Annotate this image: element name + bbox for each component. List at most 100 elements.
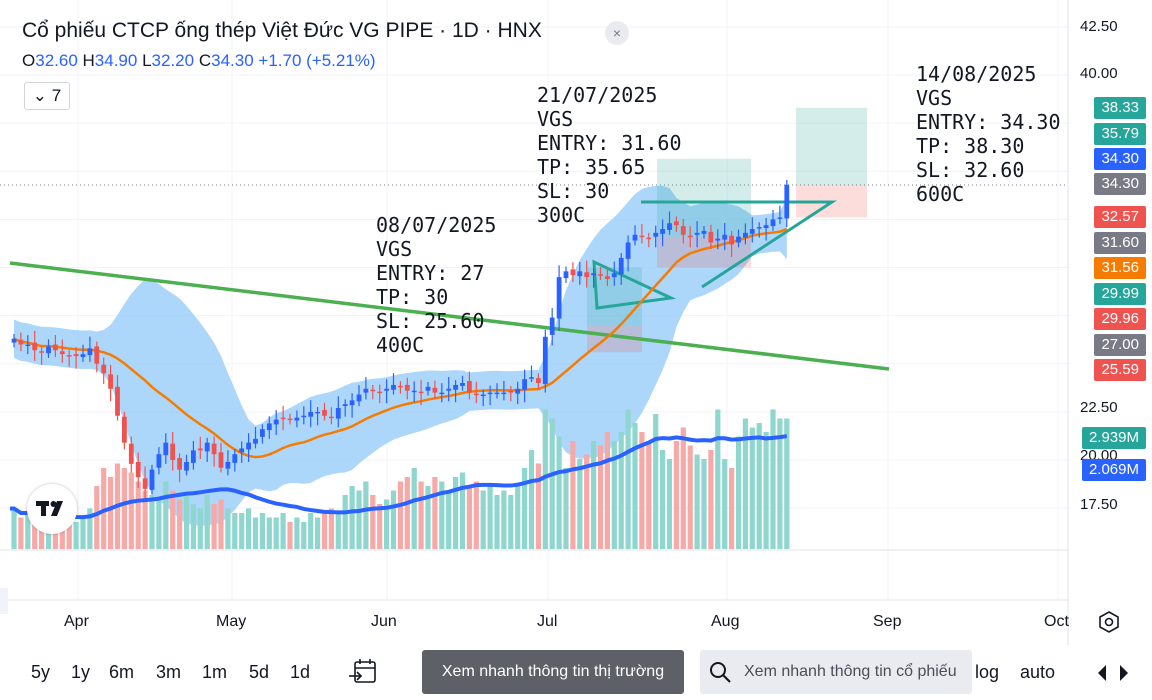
candle	[611, 261, 617, 286]
settings-icon[interactable]	[1098, 611, 1120, 633]
volume-bar	[32, 513, 38, 549]
left-panel-toggle[interactable]	[0, 588, 8, 614]
tradingview-logo[interactable]	[27, 484, 77, 534]
close-value: 34.30	[211, 51, 254, 70]
volume-bar	[225, 508, 231, 549]
candle	[87, 336, 93, 362]
candle	[211, 436, 217, 467]
range-1d-button[interactable]: 1d	[290, 662, 311, 682]
candle-body	[370, 389, 376, 392]
candle	[632, 225, 638, 246]
candle-body	[246, 442, 251, 450]
change-value: +1.70 (+5.21%)	[258, 51, 376, 70]
ohlc-legend: O32.60 H34.90 L32.20 C34.30 +1.70 (+5.21…	[22, 51, 376, 71]
annotation-date: 21/07/2025	[537, 83, 658, 107]
candle-body	[763, 225, 769, 229]
candle-body	[266, 423, 272, 431]
volume-bar	[735, 436, 742, 549]
candle	[398, 381, 403, 394]
candle-body	[335, 408, 341, 419]
candle	[66, 350, 72, 367]
candle	[473, 381, 479, 404]
close-icon[interactable]: ×	[605, 21, 629, 45]
volume-bar	[549, 418, 555, 549]
volume-bar	[715, 409, 721, 549]
y-tick-label: 40.00	[1080, 65, 1118, 82]
candle	[191, 440, 196, 470]
volume-bar	[515, 486, 521, 549]
trade-annotation: 14/08/2025 VGS ENTRY: 34.30 TP: 38.30 SL…	[916, 62, 1061, 206]
candle	[411, 381, 417, 403]
range-1m-button[interactable]: 1m	[202, 662, 228, 682]
volume-bar	[183, 495, 190, 549]
candle	[784, 179, 790, 228]
take-profit-zone	[657, 158, 751, 237]
stock-search-input[interactable]: Xem nhanh thông tin cổ phiếu	[700, 650, 972, 694]
ma-line	[13, 227, 788, 459]
range-5d-button[interactable]: 5d	[249, 662, 270, 682]
candlesticks	[11, 179, 790, 502]
annotation-ticker: VGS	[916, 86, 953, 110]
candle-body	[101, 364, 107, 374]
triangle-pattern	[592, 259, 677, 310]
candle	[391, 373, 396, 395]
volume-bar	[294, 517, 300, 549]
range-5y-button[interactable]: 5y	[31, 662, 51, 682]
candle	[549, 308, 555, 346]
volume-bar	[611, 441, 617, 549]
candle	[260, 424, 265, 444]
candle-body	[667, 223, 672, 230]
price-label: 34.30	[1094, 173, 1146, 195]
volume-bar	[722, 459, 728, 549]
candle-body	[632, 234, 638, 241]
candle-body	[411, 390, 417, 393]
candle-body	[87, 348, 93, 356]
volume-bar	[542, 409, 548, 549]
market-overview-button[interactable]: Xem nhanh thông tin thị trường	[422, 650, 684, 694]
volume-bar	[218, 499, 224, 549]
volume-bar	[535, 463, 541, 549]
volume-bar	[522, 468, 528, 549]
candle	[294, 410, 300, 428]
volume-bar	[784, 418, 790, 549]
indicators-toggle-button[interactable]: ⌄ 7	[24, 82, 70, 110]
candle-body	[32, 342, 38, 351]
range-3m-button[interactable]: 3m	[156, 662, 182, 682]
volume-bar	[618, 432, 624, 549]
candle	[687, 226, 693, 248]
candle-body	[515, 388, 521, 394]
log-scale-button[interactable]: log	[975, 662, 1000, 682]
candle-body	[404, 384, 410, 391]
candle	[680, 218, 686, 244]
candle	[329, 407, 334, 425]
volume-bar	[80, 517, 86, 549]
scroll-arrows-icon[interactable]	[1096, 663, 1132, 683]
annotation-tp: TP: 38.30	[916, 134, 1025, 158]
candle-body	[736, 236, 741, 243]
calendar-goto-icon[interactable]	[348, 657, 378, 687]
volume-bar	[397, 481, 403, 549]
low-label: L	[142, 51, 152, 70]
trade-annotation: 21/07/2025 VGS ENTRY: 31.60 TP: 35.65 SL…	[537, 83, 682, 227]
volume-bar	[266, 517, 272, 549]
candle	[128, 436, 134, 473]
volume-bar	[197, 508, 203, 549]
candle-body	[687, 235, 693, 238]
volume-bar	[632, 423, 638, 549]
auto-scale-button[interactable]: auto	[1020, 662, 1056, 682]
candle	[94, 341, 100, 373]
volume-bar	[280, 513, 286, 549]
candle	[618, 253, 624, 285]
candle-body	[163, 442, 169, 456]
candle-body	[611, 273, 617, 278]
price-label: 2.939M	[1081, 427, 1146, 449]
x-tick-label: Aug	[711, 613, 740, 630]
range-6m-button[interactable]: 6m	[109, 662, 135, 682]
candle	[591, 268, 596, 288]
candle	[149, 464, 155, 495]
candle-body	[225, 461, 231, 469]
candle-body	[287, 418, 293, 421]
range-1y-button[interactable]: 1y	[71, 662, 91, 682]
candle	[770, 209, 776, 231]
